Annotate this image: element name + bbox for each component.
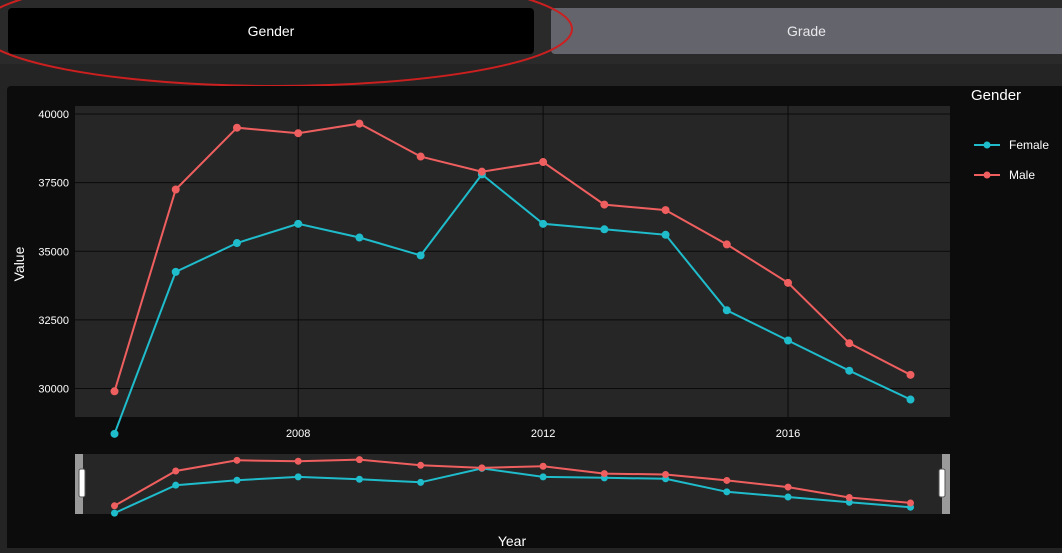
preview-point-male	[784, 483, 792, 491]
data-point-female[interactable]	[294, 219, 303, 228]
chart-panel: 30000 32500 35000 37500 40000 2008 2012 2016 V…	[7, 86, 1062, 549]
series-line-female	[113, 172, 911, 435]
data-point-male[interactable]	[171, 185, 180, 194]
tab-bar: Gender Grade	[0, 0, 1062, 64]
tab-grade[interactable]: Grade	[551, 8, 1062, 54]
data-point-female[interactable]	[845, 366, 854, 375]
range-slider-left-handle[interactable]	[78, 468, 86, 498]
range-slider-right-band	[942, 454, 950, 514]
preview-point-male	[723, 476, 731, 484]
legend-label-male[interactable]: Male	[1009, 168, 1035, 182]
preview-point-female	[723, 488, 731, 496]
data-point-male[interactable]	[477, 167, 486, 176]
y-tick-label: 32500	[38, 315, 69, 327]
data-point-male[interactable]	[906, 370, 915, 379]
preview-point-female	[294, 473, 302, 481]
tab-gender[interactable]: Gender	[8, 8, 534, 54]
preview-point-male	[111, 502, 118, 510]
preview-point-male	[294, 457, 302, 465]
preview-point-male	[355, 456, 363, 464]
data-point-female[interactable]	[171, 267, 180, 276]
data-point-female[interactable]	[784, 336, 793, 345]
data-point-male[interactable]	[110, 387, 119, 396]
y-tick-label: 30000	[38, 384, 69, 396]
data-point-female[interactable]	[110, 429, 119, 438]
preview-point-male	[233, 456, 241, 464]
legend-marker-female	[983, 141, 991, 149]
data-point-male[interactable]	[355, 119, 364, 128]
preview-point-female	[355, 475, 363, 483]
preview-point-female	[417, 478, 425, 486]
x-tick-label: 2016	[776, 428, 800, 440]
preview-point-female	[539, 473, 547, 481]
y-tick-label: 35000	[38, 246, 69, 258]
preview-point-male	[539, 462, 547, 470]
data-point-male[interactable]	[294, 129, 303, 138]
preview-point-female	[784, 493, 792, 501]
range-slider-right-handle[interactable]	[938, 468, 946, 498]
y-axis-label: Value	[11, 246, 27, 281]
x-axis-label: Year	[498, 533, 527, 548]
data-point-female[interactable]	[661, 230, 670, 239]
x-axis-ticks: 2008 2012 2016	[286, 428, 800, 440]
legend-title: Gender	[971, 87, 1021, 104]
legend: Female Male	[974, 138, 1049, 182]
x-tick-label: 2008	[286, 428, 310, 440]
data-point-male[interactable]	[661, 206, 670, 215]
preview-point-male	[172, 467, 180, 475]
preview-point-male	[417, 461, 425, 469]
data-point-male[interactable]	[845, 339, 854, 348]
data-point-male[interactable]	[539, 158, 548, 167]
preview-point-male	[907, 499, 914, 507]
preview-line-male	[114, 458, 911, 507]
data-point-female[interactable]	[232, 239, 241, 248]
preview-point-female	[111, 509, 118, 517]
plot-background	[75, 106, 950, 417]
data-point-male[interactable]	[600, 200, 609, 209]
preview-point-male	[600, 470, 608, 478]
preview-point-male	[662, 471, 670, 479]
data-point-male[interactable]	[784, 278, 793, 287]
data-point-female[interactable]	[600, 225, 609, 234]
data-point-male[interactable]	[232, 123, 241, 132]
preview-point-male	[478, 464, 486, 472]
line-chart: 30000 32500 35000 37500 40000 2008 2012 2016 V…	[11, 87, 1049, 549]
preview-line-female	[114, 467, 911, 515]
range-slider-track[interactable]	[75, 454, 950, 514]
data-point-female[interactable]	[906, 395, 915, 404]
data-point-male[interactable]	[722, 240, 731, 249]
x-tick-label: 2012	[531, 428, 555, 440]
preview-point-female	[233, 476, 241, 484]
y-tick-label: 40000	[38, 109, 69, 121]
series-line-male	[113, 122, 911, 392]
data-point-female[interactable]	[539, 219, 548, 228]
y-axis-ticks: 30000 32500 35000 37500 40000	[38, 109, 69, 396]
y-tick-label: 37500	[38, 178, 69, 190]
range-slider-preview	[111, 456, 914, 517]
legend-marker-male	[983, 171, 991, 179]
series-layer	[110, 119, 915, 438]
data-point-male[interactable]	[416, 152, 425, 161]
data-point-female[interactable]	[416, 251, 425, 260]
data-point-female[interactable]	[722, 306, 731, 315]
legend-label-female[interactable]: Female	[1009, 138, 1049, 152]
data-point-female[interactable]	[355, 233, 364, 242]
preview-point-female	[172, 481, 180, 489]
gridlines	[75, 106, 950, 417]
preview-point-male	[845, 494, 853, 501]
